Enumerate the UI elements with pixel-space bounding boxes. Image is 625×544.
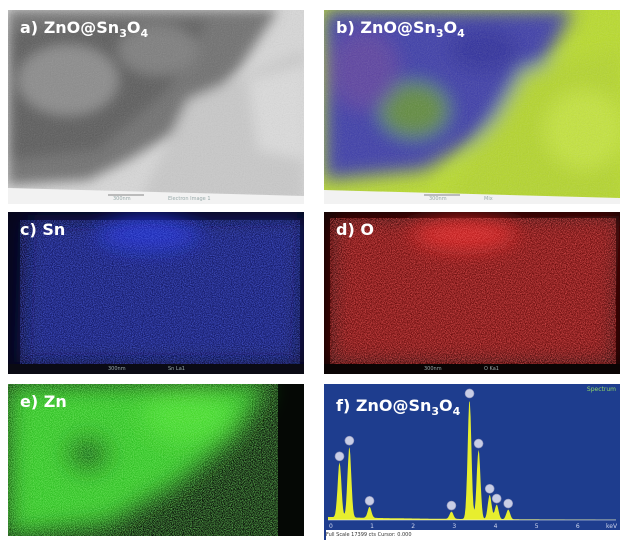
scale-bar-text: 300nm bbox=[108, 366, 126, 372]
image-caption: O Ka1 bbox=[484, 366, 499, 372]
o-elemental-map bbox=[324, 216, 620, 374]
peak-marker-4 bbox=[464, 388, 475, 399]
x-tick-label: 5 bbox=[535, 523, 539, 530]
panel-d-o-map: d) O 300nm O Ka1 bbox=[324, 212, 620, 374]
panel-b-label: b) ZnO@Sn3O4 bbox=[336, 18, 465, 41]
scale-bar-text: 300nm bbox=[429, 196, 447, 202]
panel-f-eds-spectrum: 0 1 2 3 4 5 6 keV f) ZnO@Sn3O4 Spectrum Full Sc… bbox=[324, 384, 620, 540]
image-caption: Sn La1 bbox=[168, 366, 185, 372]
x-tick-label: 0 bbox=[329, 523, 333, 530]
panel-a-tem-image: a) ZnO@Sn3O4 300nm Electron Image 1 bbox=[8, 10, 304, 204]
panel-c-sn-map: c) Sn 300nm Sn La1 bbox=[8, 212, 304, 374]
eds-spectrum-chart: 0 1 2 3 4 5 6 keV bbox=[328, 388, 618, 530]
peak-marker-8 bbox=[503, 498, 514, 509]
scale-bar bbox=[108, 194, 144, 196]
peak-marker-6 bbox=[484, 483, 495, 494]
x-tick-label: 3 bbox=[452, 523, 456, 530]
scale-bar-text: 300nm bbox=[113, 196, 131, 202]
panel-a-label: a) ZnO@Sn3O4 bbox=[20, 18, 149, 41]
spectrum-label: Spectrum bbox=[586, 386, 616, 393]
panel-b-mix-image: b) ZnO@Sn3O4 300nm Mix bbox=[324, 10, 620, 204]
tem-grayscale-image bbox=[8, 10, 304, 204]
mix-overlay-image bbox=[324, 10, 620, 204]
x-tick-label: 6 bbox=[576, 523, 580, 530]
peak-marker-2 bbox=[364, 496, 375, 506]
panel-e-zn-map: e) Zn bbox=[8, 384, 304, 536]
sn-elemental-map bbox=[8, 214, 304, 374]
x-axis-unit: keV bbox=[606, 523, 618, 530]
scale-bar bbox=[424, 194, 460, 196]
peak-marker-3 bbox=[446, 500, 457, 511]
peak-marker-0 bbox=[334, 451, 345, 462]
panel-d-label: d) O bbox=[336, 220, 374, 239]
zn-elemental-map bbox=[8, 384, 278, 536]
image-caption: Electron Image 1 bbox=[168, 196, 211, 202]
image-caption: Mix bbox=[484, 196, 493, 202]
x-tick-label: 1 bbox=[370, 523, 374, 530]
peak-marker-5 bbox=[473, 438, 484, 449]
panel-e-label: e) Zn bbox=[20, 392, 67, 411]
x-tick-label: 2 bbox=[411, 523, 415, 530]
spectrum-footer: Full Scale 17399 cts Cursor: 0.000 bbox=[326, 530, 620, 540]
panel-c-label: c) Sn bbox=[20, 220, 66, 239]
spectrum-area bbox=[328, 401, 616, 520]
x-tick-label: 4 bbox=[494, 523, 498, 530]
peak-marker-1 bbox=[344, 435, 355, 446]
panel-f-label: f) ZnO@Sn3O4 bbox=[336, 396, 461, 419]
peak-marker-7 bbox=[491, 493, 502, 504]
scale-bar-text: 300nm bbox=[424, 366, 442, 372]
